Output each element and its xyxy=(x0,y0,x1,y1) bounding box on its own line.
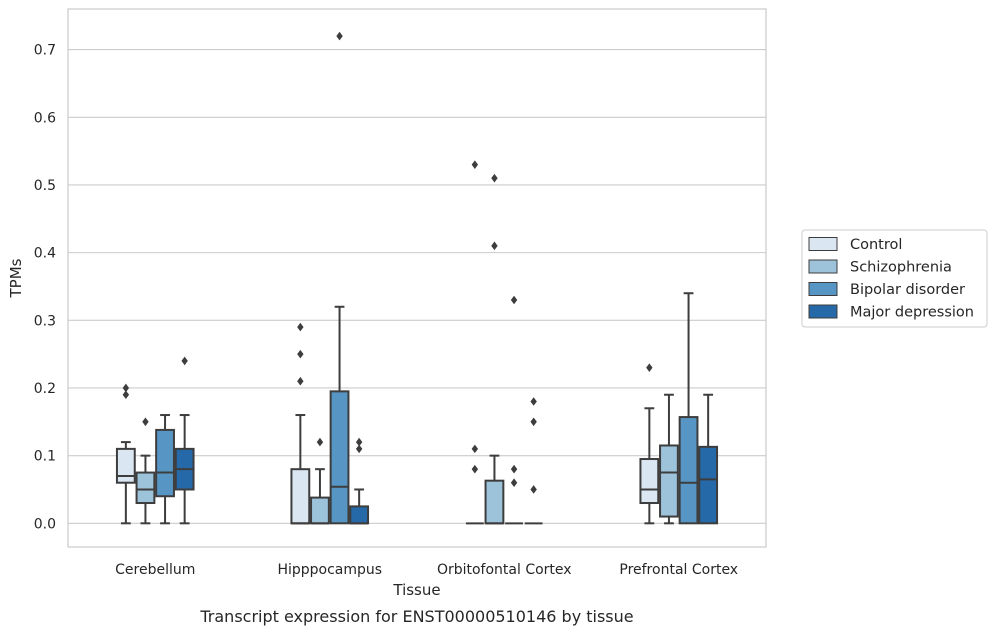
y-tick-label: 0.4 xyxy=(34,246,56,262)
legend-label: Bipolar disorder xyxy=(850,282,965,298)
legend: Control Schizophrenia Bipolar disorder Majo… xyxy=(801,229,988,328)
box-body xyxy=(484,479,505,525)
y-tick-label: 0.5 xyxy=(34,178,56,194)
box-1-3 xyxy=(349,437,370,525)
box-0-0 xyxy=(115,383,136,525)
box-body xyxy=(349,505,370,525)
box-3-2 xyxy=(678,292,699,525)
outlier-point xyxy=(510,464,518,474)
plot-frame xyxy=(67,8,767,548)
outlier-point xyxy=(336,31,343,41)
outlier-point xyxy=(297,322,304,332)
y-axis-title: TPMs xyxy=(7,258,25,298)
box-2-3 xyxy=(524,397,543,525)
y-tick-label: 0.0 xyxy=(34,516,56,532)
x-tick-label: Orbitofontal Cortex xyxy=(437,562,572,578)
y-tick-label: 0.2 xyxy=(34,381,56,397)
outlier-point xyxy=(530,417,537,427)
legend-frame xyxy=(801,229,988,328)
outlier-point xyxy=(122,390,130,400)
box-body xyxy=(135,471,156,505)
box-2-2 xyxy=(505,295,523,525)
box-3-1 xyxy=(659,393,679,525)
legend-label: Control xyxy=(850,237,902,253)
y-tick-label: 0.7 xyxy=(34,43,56,59)
box-body xyxy=(639,458,660,505)
box-3-0 xyxy=(639,363,660,525)
box-body xyxy=(678,416,699,525)
box-1-0 xyxy=(290,322,311,525)
box-1-1 xyxy=(310,437,330,525)
x-axis-title: Tissue xyxy=(392,581,440,599)
y-tick-labels: 0.0 0.1 0.2 0.3 0.4 0.5 0.6 0.7 xyxy=(34,43,56,533)
outlier-point xyxy=(181,356,188,366)
outlier-point xyxy=(355,437,363,447)
outlier-point xyxy=(471,464,479,474)
box-0-2 xyxy=(155,414,175,525)
outlier-point xyxy=(491,241,498,251)
legend-swatch xyxy=(808,304,838,319)
outlier-point xyxy=(530,485,537,494)
box-body xyxy=(698,445,719,525)
box-0-3 xyxy=(174,356,195,525)
box-body xyxy=(310,496,330,525)
legend-label: Major depression xyxy=(850,305,974,321)
y-tick-label: 0.6 xyxy=(34,110,56,126)
box-body xyxy=(659,444,679,518)
outlier-point xyxy=(297,376,304,386)
outlier-point xyxy=(471,444,479,454)
outlier-point xyxy=(510,478,518,488)
outlier-point xyxy=(471,160,479,169)
box-1-2 xyxy=(329,31,350,525)
outlier-point xyxy=(530,397,537,406)
outlier-point xyxy=(316,437,324,447)
box-series xyxy=(115,31,719,525)
box-body xyxy=(115,447,136,484)
legend-label: Schizophrenia xyxy=(850,260,952,276)
x-tick-labels: Cerebellum Hipppocampus Orbitofontal Corte… xyxy=(115,562,738,578)
outlier-point xyxy=(142,417,149,427)
x-tick-label: Cerebellum xyxy=(115,562,195,578)
box-3-3 xyxy=(698,393,719,525)
box-2-0 xyxy=(465,160,484,525)
box-0-1 xyxy=(135,417,156,525)
box-body xyxy=(329,390,350,525)
figure-caption: Transcript expression for ENST0000051014… xyxy=(199,607,633,626)
box-2-1 xyxy=(484,173,505,525)
outlier-point xyxy=(491,173,498,183)
outlier-point xyxy=(646,363,653,372)
legend-swatch xyxy=(808,259,838,274)
outlier-point xyxy=(122,383,130,393)
outlier-point xyxy=(355,444,363,454)
x-tick-label: Prefrontal Cortex xyxy=(619,562,738,578)
outlier-point xyxy=(510,295,518,305)
legend-swatch xyxy=(808,237,838,251)
y-tick-label: 0.3 xyxy=(34,313,56,329)
box-body xyxy=(290,468,311,525)
box-body xyxy=(155,428,175,498)
legend-swatch xyxy=(808,282,838,296)
y-tick-label: 0.1 xyxy=(34,449,56,465)
x-tick-label: Hipppocampus xyxy=(277,562,382,578)
outlier-point xyxy=(297,349,304,359)
